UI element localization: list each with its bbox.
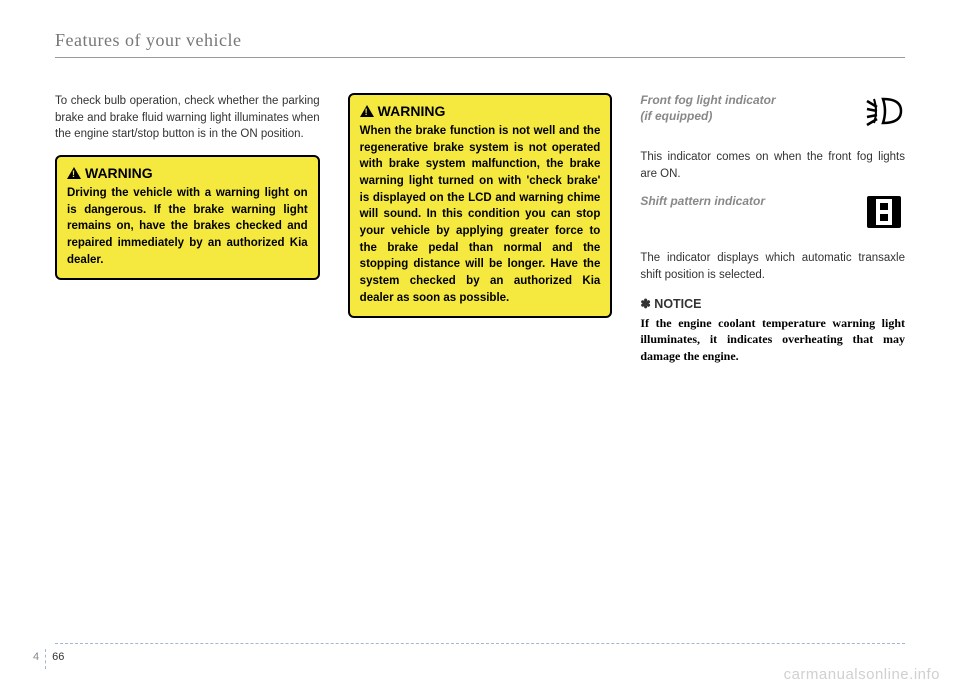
page-number: 66: [52, 651, 64, 663]
warning-title-2: WARNING: [360, 103, 601, 119]
shift-pattern-heading: Shift pattern indicator: [640, 194, 765, 210]
shift-heading-row: Shift pattern indicator: [640, 194, 905, 230]
warning-triangle-icon: [360, 105, 374, 117]
content-columns: To check bulb operation, check whether t…: [55, 93, 905, 365]
warning-triangle-icon: [67, 167, 81, 179]
footer-vertical-divider: [45, 649, 46, 669]
fog-heading-row: Front fog light indicator (if equipped): [640, 93, 905, 129]
notice-text: If the engine coolant temperature warnin…: [640, 315, 905, 365]
column-2: WARNING When the brake function is not w…: [348, 93, 613, 365]
footer-divider: [55, 643, 905, 644]
page-footer: 4 66: [55, 643, 905, 667]
warning-label-2: WARNING: [378, 103, 446, 119]
shift-pattern-text: The indicator displays which automatic t…: [640, 250, 905, 283]
watermark: carmanualsonline.info: [784, 666, 940, 683]
shift-pattern-icon: [863, 194, 905, 230]
warning-text-2: When the brake function is not well and …: [360, 123, 601, 306]
warning-label-1: WARNING: [85, 165, 153, 181]
fog-light-heading: Front fog light indicator (if equipped): [640, 93, 775, 124]
page-header: Features of your vehicle: [55, 30, 905, 58]
fog-light-text: This indicator comes on when the front f…: [640, 149, 905, 182]
section-number: 4: [33, 651, 39, 663]
header-title: Features of your vehicle: [55, 30, 905, 51]
warning-title-1: WARNING: [67, 165, 308, 181]
footer-page-numbers: 4 66: [33, 647, 905, 667]
notice-label: ✽ NOTICE: [640, 296, 905, 311]
column-3: Front fog light indicator (if equipped) …: [640, 93, 905, 365]
warning-box-2: WARNING When the brake function is not w…: [348, 93, 613, 318]
warning-text-1: Driving the vehicle with a warning light…: [67, 185, 308, 268]
warning-box-1: WARNING Driving the vehicle with a warni…: [55, 155, 320, 280]
intro-paragraph: To check bulb operation, check whether t…: [55, 93, 320, 143]
column-1: To check bulb operation, check whether t…: [55, 93, 320, 365]
fog-light-icon: [863, 93, 905, 129]
